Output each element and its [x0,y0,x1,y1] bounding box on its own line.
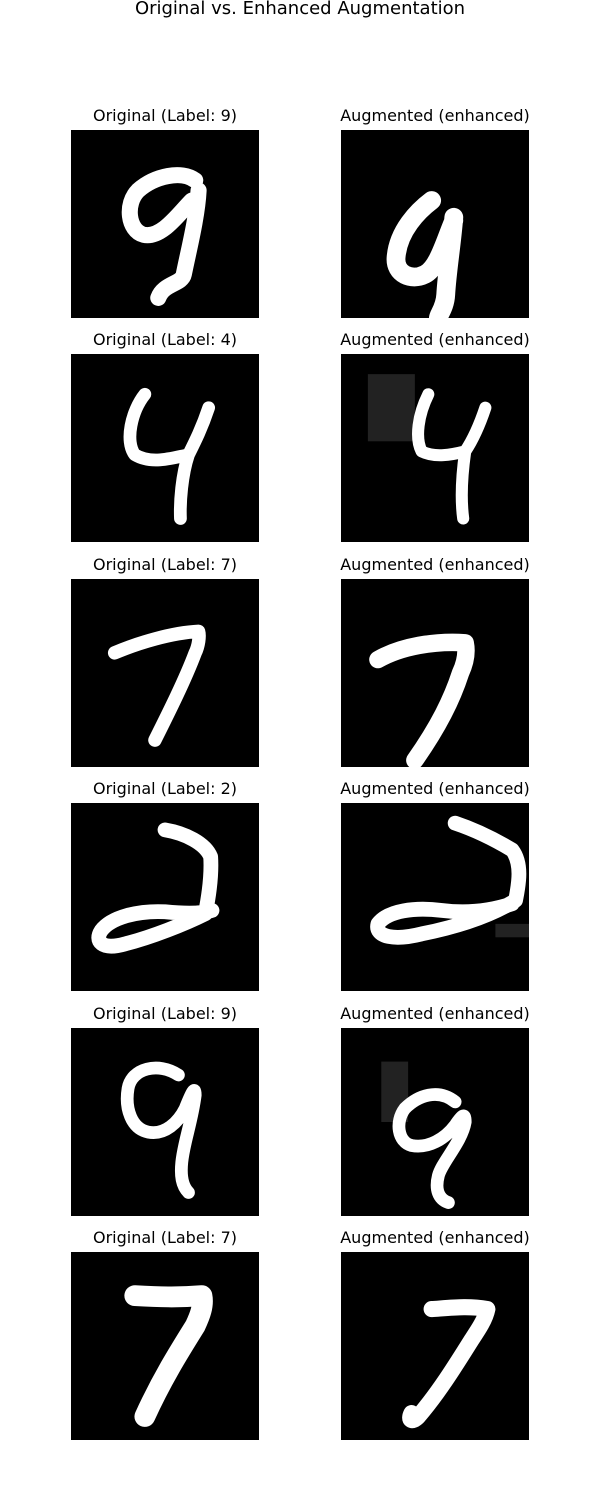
augmented-title: Augmented (enhanced) [340,330,530,349]
original-title: Original (Label: 4) [93,330,237,349]
augmented-digit-image [341,803,529,991]
augmented-digit-image [341,130,529,318]
original-title: Original (Label: 9) [93,106,237,125]
original-digit-image [71,1252,259,1440]
row-2: Original (Label: 4) Augmented (enhanced) [0,329,600,544]
augmented-title: Augmented (enhanced) [340,1004,530,1023]
original-digit-image [71,1028,259,1216]
original-digit-image [71,803,259,991]
row-4: Original (Label: 2) Augmented (enhanced) [0,778,600,993]
figure-title: Original vs. Enhanced Augmentation [134,0,466,19]
augmented-title: Augmented (enhanced) [340,1228,530,1247]
original-title: Original (Label: 9) [93,1004,237,1023]
original-title: Original (Label: 7) [93,1228,237,1247]
original-digit-image [71,579,259,767]
row-3: Original (Label: 7) Augmented (enhanced) [0,554,600,769]
augmented-title: Augmented (enhanced) [340,106,530,125]
augmented-digit-image [341,1028,529,1216]
augmented-title: Augmented (enhanced) [340,555,530,574]
original-title: Original (Label: 2) [93,779,237,798]
augmented-title: Augmented (enhanced) [340,779,530,798]
original-digit-image [71,354,259,542]
augmented-digit-image [341,354,529,542]
original-digit-image [71,130,259,318]
augmented-digit-image [341,579,529,767]
row-1: Original (Label: 9) Augmented (enhanced) [0,105,600,320]
original-title: Original (Label: 7) [93,555,237,574]
row-5: Original (Label: 9) Augmented (enhanced) [0,1003,600,1218]
augmented-digit-image [341,1252,529,1440]
row-6: Original (Label: 7) Augmented (enhanced) [0,1227,600,1442]
